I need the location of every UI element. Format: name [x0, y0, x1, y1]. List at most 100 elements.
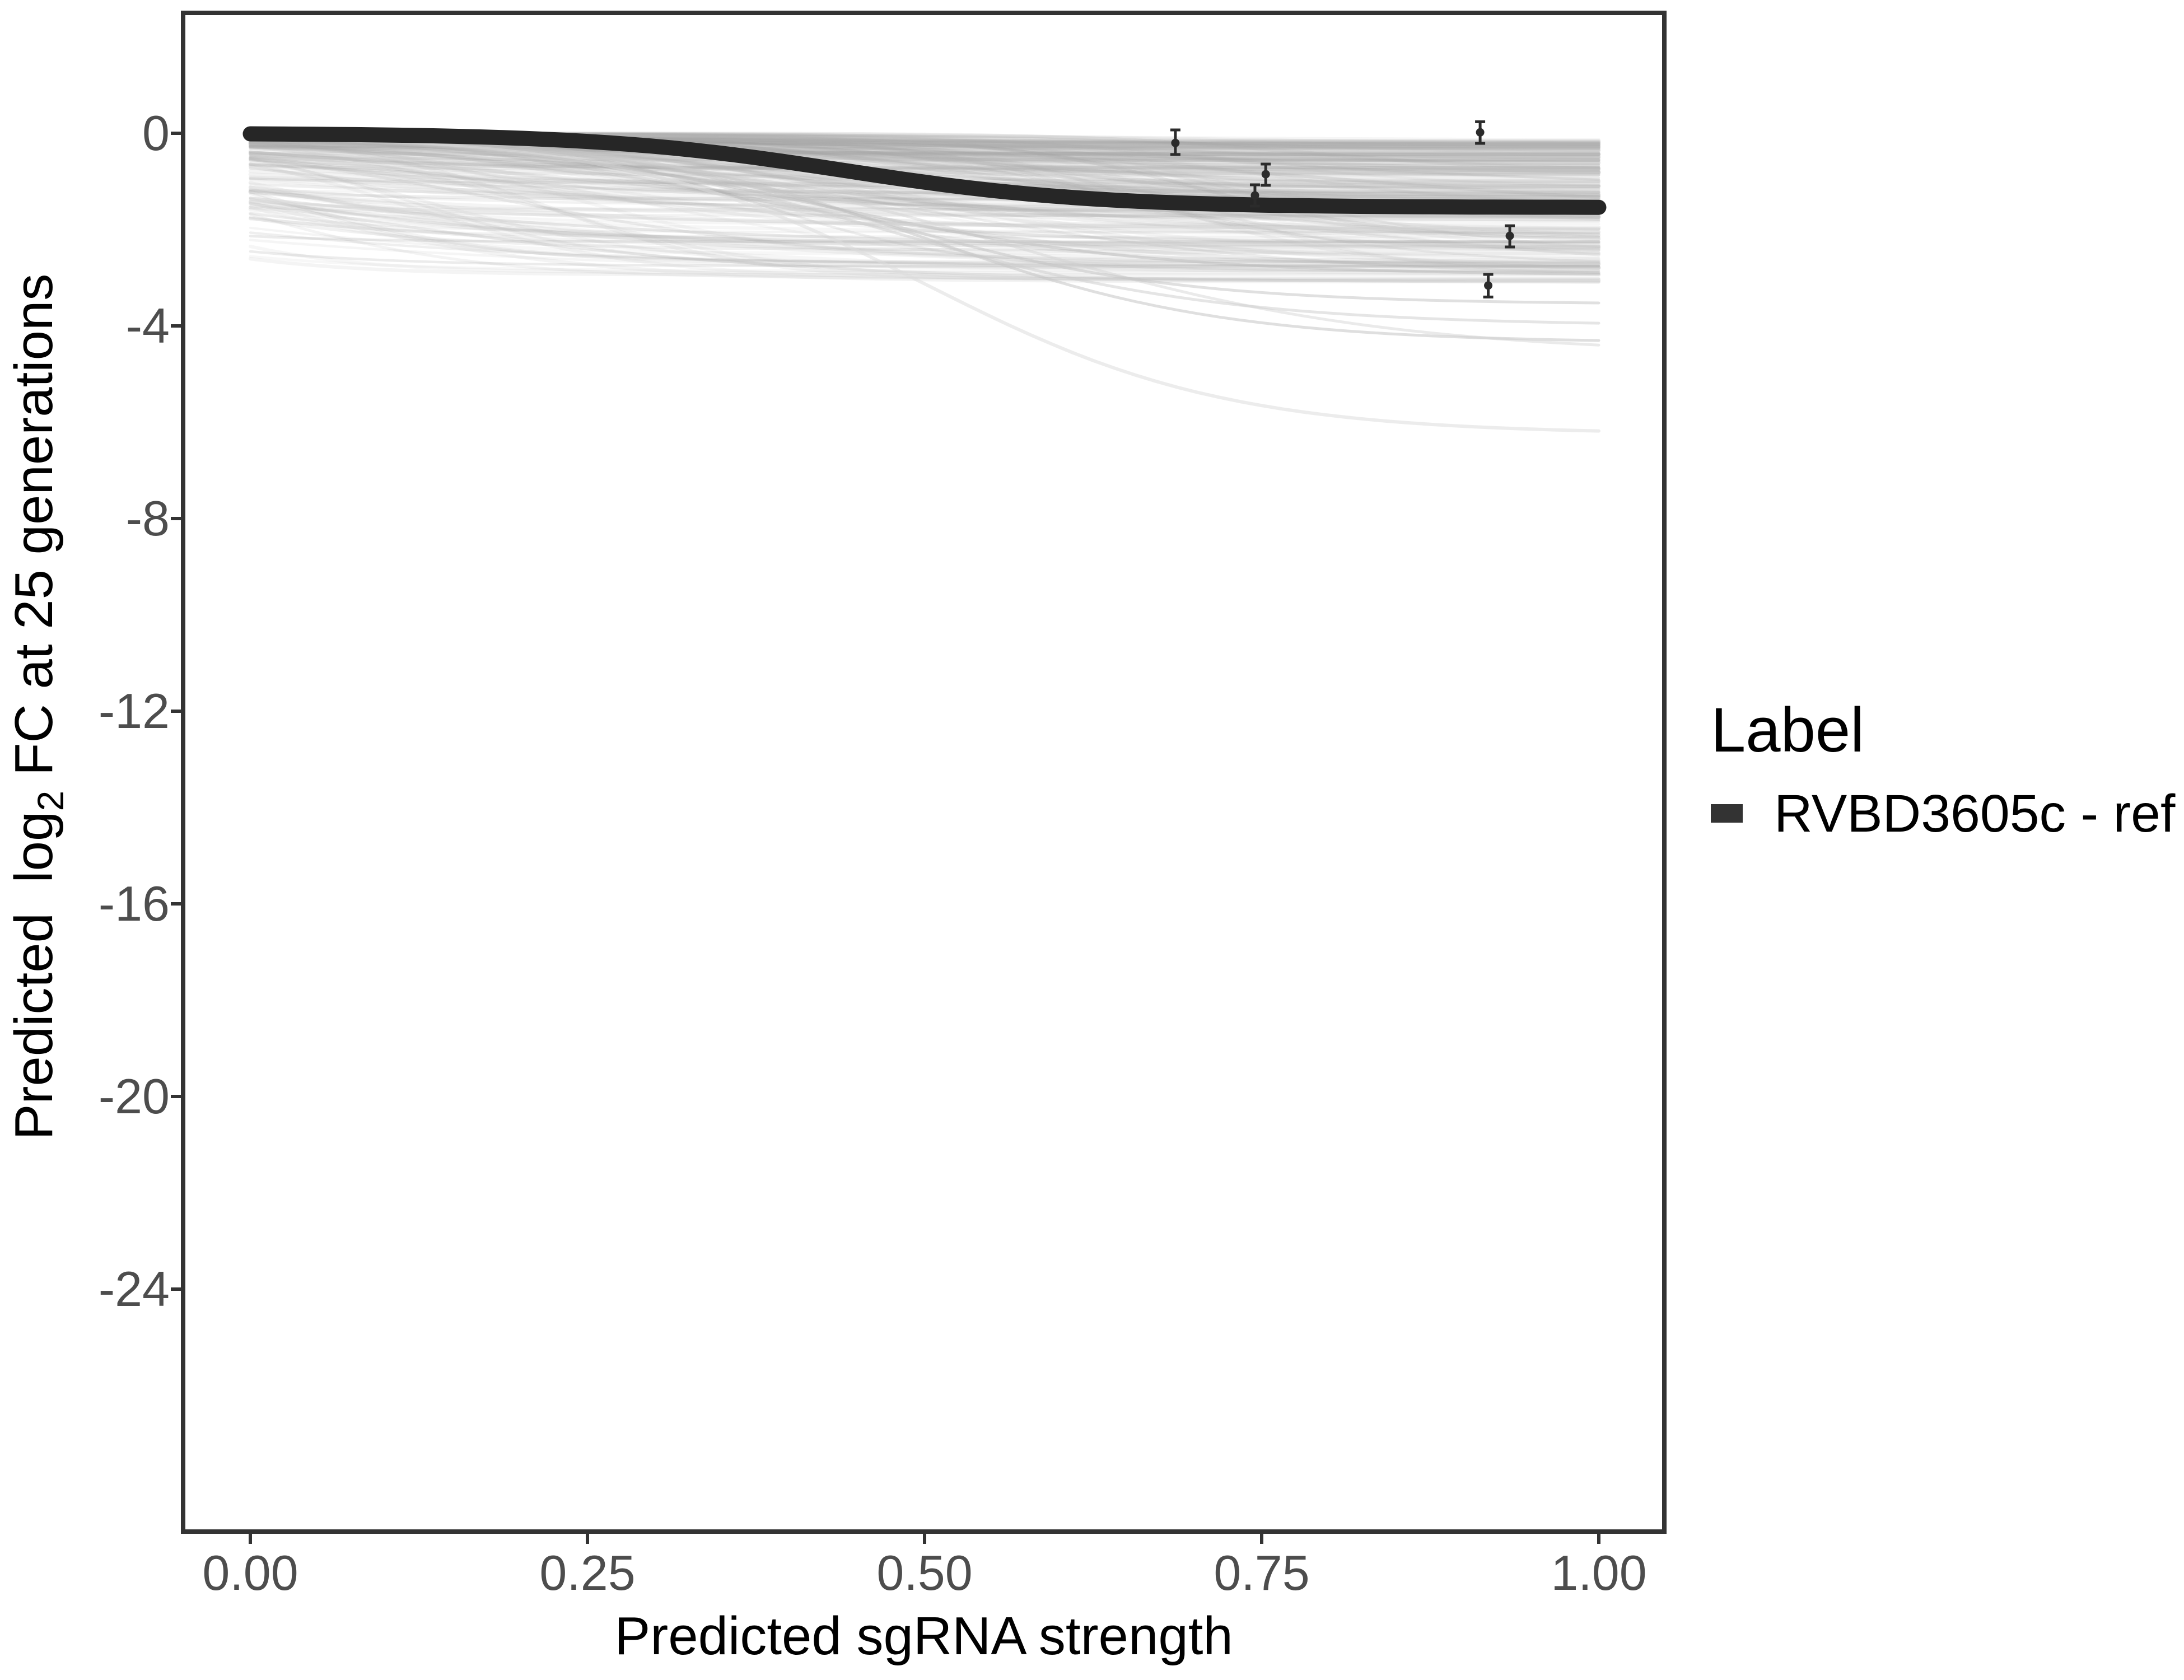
posterior-draw-curve [248, 156, 1601, 220]
y-tick-label: -20 [98, 1068, 170, 1124]
legend-title: Label [1711, 695, 1865, 765]
reference-curve [242, 126, 1607, 215]
posterior-draw-curve [249, 155, 1600, 171]
y-axis-title-text: Predicted log [3, 811, 64, 1140]
y-tick-label: -24 [98, 1261, 170, 1317]
posterior-draw-curve [248, 139, 1601, 282]
posterior-draw-curve [249, 144, 1600, 283]
posterior-draw-curve [249, 156, 1600, 175]
point-marker [1261, 170, 1270, 179]
posterior-draw-curve [248, 149, 1601, 240]
posterior-draw-curve [249, 226, 1600, 268]
data-point [1483, 273, 1494, 298]
posterior-draw-curve [249, 206, 1600, 236]
posterior-draw-curve [249, 250, 1600, 268]
panel-border [181, 11, 1667, 1534]
posterior-draw-curve [249, 181, 1600, 199]
posterior-draw-curve [248, 211, 1601, 277]
posterior-draw-curve [249, 158, 1600, 268]
posterior-draw-curve [248, 150, 1601, 219]
x-tick-label: 0.75 [1214, 1545, 1310, 1600]
data-point [1505, 224, 1515, 249]
posterior-draw-curve [249, 151, 1600, 172]
posterior-draw-curve [249, 213, 1600, 280]
y-tick-label: -8 [125, 491, 170, 546]
posterior-draw-curve [249, 199, 1600, 231]
posterior-draw-curve [249, 136, 1600, 198]
legend-key-line-icon [1711, 804, 1743, 823]
x-tick-label: 0.00 [202, 1545, 298, 1600]
posterior-draw-curve [248, 189, 1601, 265]
posterior-draw-curve [248, 244, 1601, 275]
posterior-draw-curve [249, 157, 1600, 265]
posterior-draw-curve [249, 146, 1600, 254]
posterior-draw-curve [248, 162, 1601, 237]
posterior-draw-curve [249, 158, 1600, 169]
legend-entry-label: RVBD3605c - ref [1774, 784, 2176, 843]
posterior-draw-curve [249, 202, 1600, 284]
posterior-draw-curve [249, 153, 1600, 168]
posterior-draw-curve [249, 154, 1600, 162]
posterior-draw-curve [248, 151, 1601, 156]
data-point [1249, 183, 1260, 208]
posterior-draw-curve [248, 172, 1601, 199]
posterior-draw-curve [249, 139, 1600, 235]
posterior-draw-curve [249, 145, 1600, 238]
posterior-draw-curve [248, 206, 1601, 256]
posterior-draw-curve [249, 143, 1600, 179]
y-axis-title: Predicted log2 FC at 25 generations [3, 0, 72, 1491]
posterior-draw-curve [249, 212, 1600, 234]
y-axis-title-text-tail: FC at 25 generations [3, 273, 64, 791]
posterior-draw-curve [248, 190, 1601, 218]
posterior-draw-curve [248, 199, 1601, 270]
posterior-draw-curve [249, 164, 1600, 171]
posterior-draw-curve [249, 162, 1600, 281]
posterior-draw-curve [249, 151, 1600, 260]
posterior-draw-curve [248, 139, 1601, 198]
data-point [1475, 120, 1486, 145]
posterior-draw-curve [249, 146, 1600, 165]
data-point [1261, 162, 1271, 187]
posterior-draw-curve [248, 217, 1601, 255]
posterior-draw-curve [249, 176, 1600, 196]
point-marker [1250, 191, 1259, 200]
posterior-draw-curve [248, 152, 1601, 234]
posterior-draw-curve [249, 188, 1600, 194]
posterior-draw-curve [249, 134, 1600, 305]
posterior-draw-curve [248, 256, 1601, 277]
data-point [1170, 128, 1180, 156]
posterior-draw-curve [249, 150, 1600, 169]
posterior-draw-curve [249, 231, 1600, 267]
x-tick-label: 0.50 [876, 1545, 973, 1600]
posterior-draw-curve [249, 154, 1600, 162]
x-tick-label: 0.25 [539, 1545, 636, 1600]
posterior-draw-curve [249, 192, 1600, 263]
x-axis-title: Predicted sgRNA strength [614, 1606, 1233, 1666]
posterior-draw-curve [249, 142, 1600, 175]
posterior-draw-curve [249, 142, 1600, 231]
legend: Label RVBD3605c - ref [1711, 695, 2175, 841]
posterior-draw-curve [248, 162, 1601, 175]
y-tick-label: -12 [98, 683, 170, 739]
posterior-draw-curve [249, 216, 1600, 251]
y-tick-label: 0 [142, 105, 170, 161]
point-marker [1505, 231, 1514, 240]
y-axis-title-subscript: 2 [30, 790, 72, 811]
y-tick-label: -4 [125, 298, 170, 353]
posterior-draw-curve [249, 134, 1600, 433]
posterior-draw-curve [249, 183, 1600, 194]
posterior-draw-curve [249, 152, 1600, 244]
posterior-draw-curve [248, 140, 1601, 262]
y-tick-label: -16 [98, 876, 170, 931]
point-marker [1484, 281, 1493, 290]
point-marker [1171, 138, 1180, 147]
x-tick-label: 1.00 [1551, 1545, 1647, 1600]
posterior-draw-curve [248, 185, 1601, 249]
posterior-draw-curve [249, 147, 1600, 159]
posterior-draw-curve [249, 157, 1600, 269]
posterior-draw-curve [248, 201, 1601, 284]
posterior-draw-curve [249, 197, 1600, 248]
posterior-draw-curve [249, 143, 1600, 170]
